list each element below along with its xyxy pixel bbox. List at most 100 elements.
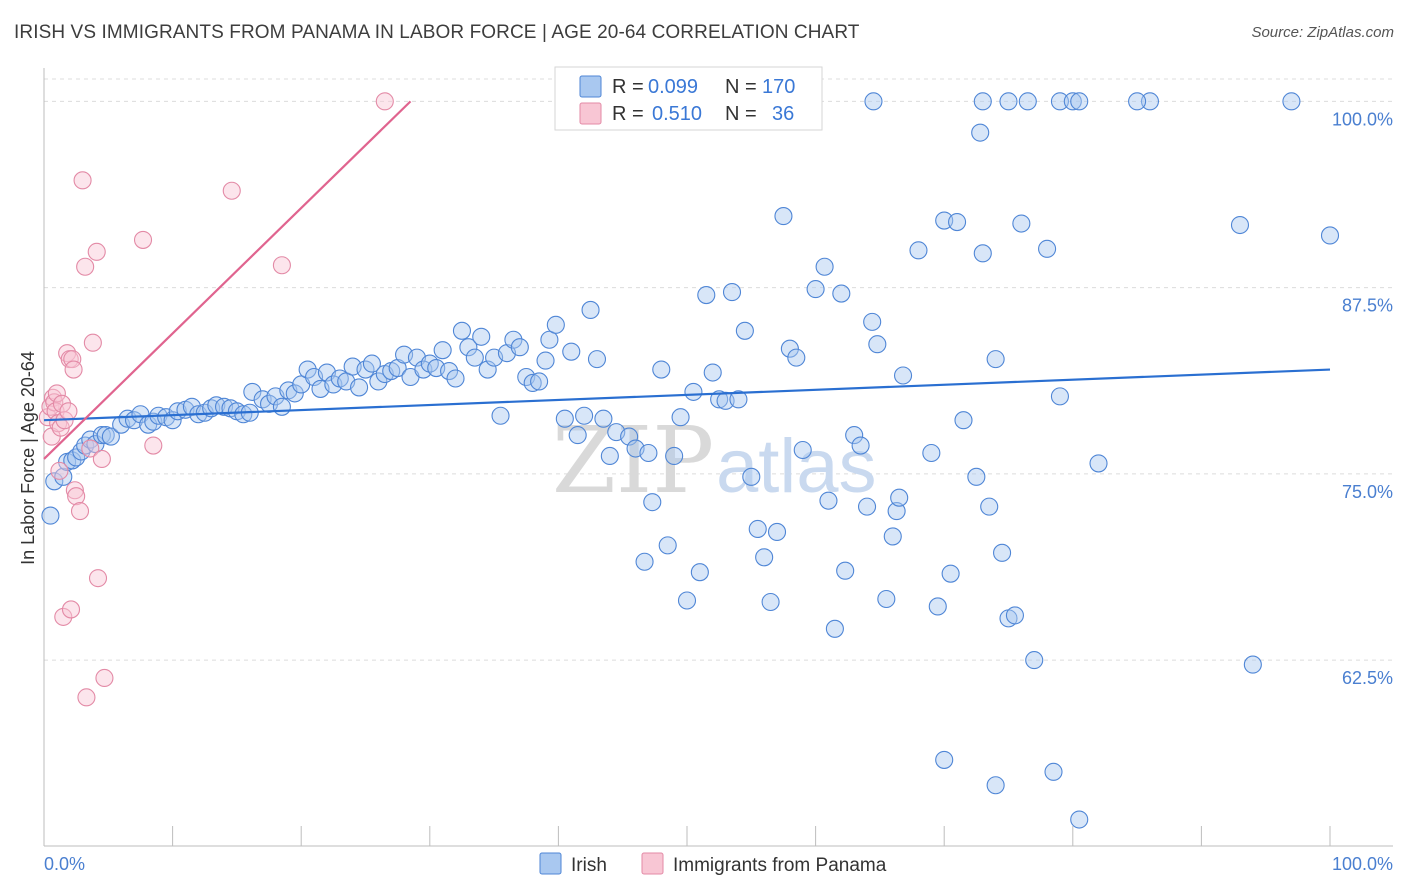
irish-point-155 bbox=[1070, 810, 1089, 829]
legend-n-value-irish: 170 bbox=[762, 76, 795, 98]
irish-point-163 bbox=[1050, 92, 1069, 111]
irish-point-132 bbox=[887, 502, 906, 521]
panama-point-32 bbox=[144, 436, 163, 455]
panama-point-6 bbox=[47, 384, 66, 403]
legend-box: R = 0.099 N = 170 R = 0.510 N = 36 bbox=[554, 66, 823, 131]
panama-point-16 bbox=[61, 600, 81, 619]
irish-point-80 bbox=[540, 330, 559, 349]
legend-n-value-panama: 36 bbox=[772, 103, 794, 125]
irish-point-69 bbox=[472, 327, 491, 346]
panama-point-20 bbox=[67, 487, 86, 506]
panama-point-28 bbox=[88, 569, 108, 588]
panama-point-19 bbox=[65, 481, 84, 500]
irish-point-120 bbox=[815, 257, 834, 276]
irish-point-113 bbox=[761, 592, 780, 612]
bottom-legend-label-irish: Irish bbox=[571, 855, 607, 876]
irish-point-111 bbox=[748, 519, 767, 539]
panama-point-11 bbox=[54, 607, 73, 626]
irish-point-147 bbox=[993, 543, 1012, 562]
y-tick-label-1: 75.0% bbox=[1342, 482, 1393, 502]
irish-point-94 bbox=[639, 443, 658, 463]
irish-point-104 bbox=[703, 363, 722, 382]
irish-point-146 bbox=[986, 350, 1005, 369]
irish-point-122 bbox=[825, 619, 844, 638]
irish-point-134 bbox=[893, 366, 913, 385]
x-tick-label-right: 100.0% bbox=[1332, 854, 1393, 874]
irish-point-34 bbox=[243, 382, 262, 401]
irish-point-123 bbox=[832, 284, 851, 303]
irish-point-145 bbox=[980, 497, 999, 516]
irish-point-140 bbox=[948, 212, 967, 232]
irish-point-143 bbox=[971, 123, 990, 142]
x-tick-label-left: 0.0% bbox=[44, 854, 85, 874]
irish-point-85 bbox=[575, 406, 594, 425]
irish-point-110 bbox=[742, 467, 761, 486]
irish-point-38 bbox=[272, 397, 291, 416]
legend-n-label-panama: N = bbox=[725, 103, 757, 125]
bottom-legend: Irish Immigrants from Panama bbox=[539, 852, 887, 876]
irish-point-81 bbox=[546, 315, 565, 334]
irish-point-42 bbox=[298, 360, 317, 379]
panama-point-30 bbox=[95, 668, 114, 688]
legend-r-label-panama: R = bbox=[612, 103, 644, 125]
panama-point-24 bbox=[77, 688, 96, 707]
irish-point-121 bbox=[819, 491, 838, 510]
irish-point-161 bbox=[999, 92, 1018, 111]
irish-point-126 bbox=[851, 436, 870, 455]
irish-point-107 bbox=[722, 283, 742, 302]
panama-point-33 bbox=[222, 181, 241, 200]
legend-n-label-irish: N = bbox=[725, 76, 757, 98]
irish-point-165 bbox=[1070, 92, 1089, 111]
legend-r-value-panama: 0.510 bbox=[652, 103, 702, 125]
panama-point-34 bbox=[272, 256, 291, 275]
irish-point-149 bbox=[1005, 606, 1024, 625]
panama-point-27 bbox=[87, 242, 106, 261]
panama-point-8 bbox=[50, 461, 69, 480]
irish-point-171 bbox=[986, 776, 1005, 795]
irish-point-167 bbox=[1282, 92, 1301, 111]
irish-point-83 bbox=[562, 342, 581, 361]
irish-point-125 bbox=[845, 426, 864, 445]
irish-trendline bbox=[43, 368, 1331, 422]
irish-point-142 bbox=[967, 467, 986, 486]
irish-point-150 bbox=[1012, 214, 1031, 233]
chart-source: Source: ZipAtlas.com bbox=[1251, 24, 1394, 41]
panama-point-22 bbox=[73, 171, 92, 190]
irish-point-139 bbox=[941, 564, 960, 583]
legend-swatch-panama bbox=[579, 102, 602, 125]
irish-point-88 bbox=[594, 409, 613, 428]
panama-point-21 bbox=[70, 502, 90, 521]
irish-point-153 bbox=[1044, 762, 1063, 781]
irish-point-112 bbox=[755, 548, 774, 567]
irish-point-131 bbox=[883, 527, 902, 546]
panama-point-25 bbox=[81, 439, 100, 458]
irish-point-114 bbox=[767, 522, 787, 542]
bottom-legend-label-panama: Immigrants from Panama bbox=[673, 855, 887, 876]
y-tick-label-3: 100.0% bbox=[1332, 109, 1393, 129]
panama-point-18 bbox=[64, 360, 83, 379]
legend-swatch-irish bbox=[579, 75, 602, 98]
irish-point-119 bbox=[806, 280, 825, 299]
irish-point-79 bbox=[536, 351, 555, 370]
y-tick-labels: 62.5% 75.0% 87.5% 100.0% bbox=[1332, 109, 1393, 688]
y-axis-title: In Labor Force | Age 20-64 bbox=[18, 351, 38, 565]
panama-point-29 bbox=[92, 449, 111, 469]
irish-point-135 bbox=[909, 241, 928, 260]
irish-point-75 bbox=[510, 338, 529, 357]
panama-trendline bbox=[43, 100, 412, 460]
irish-point-169 bbox=[1320, 226, 1340, 245]
panama-point-26 bbox=[83, 333, 102, 352]
irish-point-154 bbox=[1050, 387, 1069, 406]
irish-point-137 bbox=[928, 597, 947, 616]
irish-point-87 bbox=[587, 350, 607, 369]
irish-point-101 bbox=[684, 382, 703, 401]
irish-point-160 bbox=[973, 92, 992, 111]
irish-point-128 bbox=[863, 312, 882, 331]
irish-point-117 bbox=[787, 348, 806, 367]
irish-point-124 bbox=[836, 561, 855, 580]
irish-point-118 bbox=[793, 440, 812, 460]
panama-points bbox=[38, 92, 394, 707]
irish-point-53 bbox=[369, 372, 388, 391]
irish-point-152 bbox=[1038, 239, 1057, 258]
irish-point-82 bbox=[555, 409, 574, 428]
